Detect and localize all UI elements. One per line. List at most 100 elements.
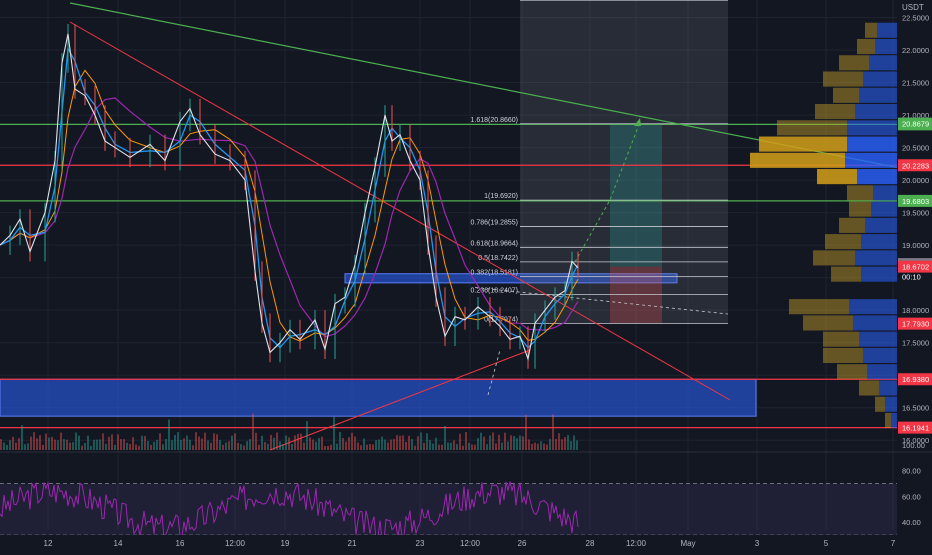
volume-bar bbox=[171, 440, 173, 450]
volume-bar bbox=[486, 444, 488, 450]
time-tick-label: 26 bbox=[518, 539, 527, 548]
volume-bar bbox=[57, 440, 59, 450]
volume-bar bbox=[255, 433, 257, 450]
volume-bar bbox=[567, 435, 569, 450]
volume-profile-bar bbox=[857, 169, 897, 184]
volume-bar bbox=[195, 432, 197, 450]
volume-bar bbox=[552, 414, 554, 450]
fib-level-label: 1.618(20.8660) bbox=[471, 117, 518, 124]
rsi-tick-label: 80.00 bbox=[902, 467, 921, 476]
volume-profile-bar bbox=[867, 364, 897, 379]
volume-profile-bar bbox=[873, 185, 897, 200]
volume-bar bbox=[60, 433, 62, 450]
volume-bar bbox=[384, 439, 386, 450]
volume-bar bbox=[126, 443, 128, 450]
volume-bar bbox=[102, 433, 104, 450]
volume-profile-bar bbox=[849, 299, 897, 314]
volume-profile-bar bbox=[855, 250, 897, 265]
volume-bar bbox=[312, 440, 314, 450]
volume-profile-bar bbox=[875, 397, 885, 412]
volume-bar bbox=[324, 446, 326, 450]
volume-bar bbox=[216, 434, 218, 450]
volume-bar bbox=[345, 442, 347, 450]
fib-level-label: 1(19.6920) bbox=[484, 193, 518, 200]
volume-profile-bar bbox=[859, 88, 897, 103]
volume-bar bbox=[339, 432, 341, 450]
volume-bar bbox=[69, 443, 71, 450]
volume-profile-bar bbox=[859, 332, 897, 347]
volume-bar bbox=[318, 438, 320, 450]
volume-bar bbox=[111, 434, 113, 450]
volume-bar bbox=[480, 433, 482, 450]
volume-bar bbox=[375, 440, 377, 450]
time-tick-label: 28 bbox=[586, 539, 595, 548]
fib-level-label: 0.382(18.5181) bbox=[471, 269, 518, 276]
time-tick-label: 3 bbox=[755, 539, 760, 548]
volume-bar bbox=[420, 432, 422, 450]
rsi-tick-label: 60.00 bbox=[902, 492, 921, 501]
volume-bar bbox=[33, 432, 35, 450]
volume-bar bbox=[123, 439, 125, 450]
volume-bar bbox=[42, 445, 44, 450]
volume-profile-bar bbox=[823, 332, 859, 347]
volume-profile-bar bbox=[839, 55, 869, 70]
volume-profile-bar bbox=[847, 120, 897, 135]
volume-bar bbox=[546, 445, 548, 450]
volume-bar bbox=[315, 442, 317, 450]
volume-profile-bar bbox=[871, 202, 897, 217]
volume-profile-bar bbox=[825, 234, 861, 249]
volume-profile-bar bbox=[853, 315, 897, 330]
volume-bar bbox=[366, 445, 368, 450]
volume-bar bbox=[468, 443, 470, 450]
volume-bar bbox=[141, 436, 143, 450]
volume-bar bbox=[549, 439, 551, 450]
volume-bar bbox=[258, 445, 260, 450]
volume-bar bbox=[12, 437, 14, 450]
volume-bar bbox=[30, 437, 32, 450]
volume-bar bbox=[555, 439, 557, 450]
volume-profile-bar bbox=[831, 267, 861, 282]
volume-bar bbox=[330, 445, 332, 450]
price-axis[interactable]: 22.500022.000021.500021.000020.500020.00… bbox=[897, 0, 932, 450]
volume-bar bbox=[24, 444, 26, 450]
volume-bar bbox=[210, 443, 212, 450]
volume-bar bbox=[201, 439, 203, 450]
volume-bar bbox=[381, 437, 383, 450]
level-badge-label: 16.1941 bbox=[902, 424, 929, 433]
rsi-tick-label: 40.00 bbox=[902, 518, 921, 527]
volume-bar bbox=[270, 435, 272, 450]
volume-bar bbox=[363, 439, 365, 450]
volume-bar bbox=[78, 436, 80, 450]
volume-bar bbox=[228, 441, 230, 450]
volume-profile-bar bbox=[857, 39, 875, 54]
volume-bar bbox=[438, 445, 440, 450]
volume-profile-bar bbox=[813, 250, 855, 265]
volume-bar bbox=[561, 439, 563, 450]
volume-bar bbox=[264, 442, 266, 450]
volume-bar bbox=[231, 436, 233, 450]
volume-profile-bar bbox=[837, 364, 867, 379]
volume-profile-bar bbox=[759, 137, 847, 152]
volume-bar bbox=[207, 441, 209, 450]
volume-bar bbox=[219, 440, 221, 450]
volume-bar bbox=[138, 446, 140, 450]
volume-bar bbox=[21, 425, 23, 450]
volume-profile-bar bbox=[863, 348, 897, 363]
volume-profile-bar bbox=[789, 299, 849, 314]
volume-bar bbox=[276, 433, 278, 450]
volume-bar bbox=[66, 440, 68, 450]
time-tick-label: 5 bbox=[824, 539, 829, 548]
volume-bar bbox=[153, 442, 155, 450]
volume-profile-bar bbox=[891, 413, 897, 428]
volume-bar bbox=[114, 445, 116, 450]
volume-profile-bar bbox=[823, 71, 863, 86]
volume-bar bbox=[498, 435, 500, 450]
volume-bar bbox=[27, 443, 29, 450]
volume-bar bbox=[387, 442, 389, 450]
volume-bar bbox=[525, 415, 527, 450]
volume-bar bbox=[393, 439, 395, 450]
volume-profile-bar bbox=[885, 397, 897, 412]
volume-bar bbox=[51, 437, 53, 450]
